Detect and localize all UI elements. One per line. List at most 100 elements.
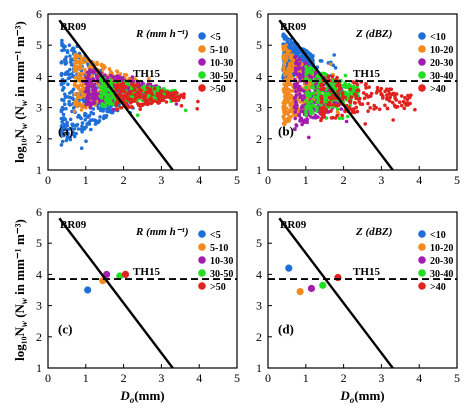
data-point: [59, 82, 64, 87]
data-point: [364, 86, 368, 90]
data-point: [297, 113, 301, 118]
data-point: [82, 127, 87, 131]
data-point: [103, 73, 107, 77]
data-point: [126, 96, 130, 100]
data-point: [362, 96, 367, 101]
data-point: [111, 75, 116, 79]
legend-label: >40: [430, 282, 446, 293]
data-point: [304, 81, 309, 85]
data-point: [304, 72, 308, 77]
data-point: [327, 95, 332, 100]
data-point: [322, 86, 326, 91]
data-point: [88, 69, 93, 74]
legend-label: 30-50: [210, 269, 233, 280]
data-point: [348, 87, 353, 91]
data-point: [60, 105, 65, 110]
data-point: [340, 91, 345, 95]
data-point: [79, 146, 84, 150]
legend-label: <10: [430, 230, 446, 241]
data-point: [281, 121, 286, 126]
x-tick-label: 5: [234, 371, 240, 385]
data-point: [308, 78, 312, 82]
legend-marker: [198, 230, 206, 238]
data-point: [140, 81, 145, 85]
data-point: [171, 92, 175, 97]
data-point: [395, 104, 400, 109]
data-point: [345, 85, 350, 90]
data-point: [289, 93, 294, 98]
data-point: [356, 97, 361, 101]
y-tick-label: 2: [256, 132, 262, 146]
data-point: [87, 100, 92, 105]
data-point: [94, 62, 99, 67]
data-point: [63, 57, 67, 62]
data-point: [78, 65, 83, 69]
br09-label: BR09: [60, 219, 87, 231]
data-point: [344, 119, 349, 124]
data-point: [353, 92, 357, 96]
data-point: [90, 101, 95, 106]
data-point: [86, 73, 91, 78]
data-point: [94, 74, 99, 78]
legend-label: 20-30: [430, 58, 453, 69]
y-tick-label: 2: [256, 330, 262, 344]
data-point: [281, 104, 286, 109]
data-point: [60, 41, 64, 45]
data-point: [308, 65, 312, 70]
data-point: [76, 75, 80, 79]
data-point: [298, 100, 303, 104]
th15-label: TH15: [133, 68, 160, 80]
data-point: [179, 104, 184, 108]
data-point: [391, 118, 396, 122]
x-tick-label: 4: [416, 371, 422, 385]
data-point: [60, 120, 64, 124]
data-point: [413, 107, 417, 112]
legend-marker: [198, 58, 206, 66]
x-tick-label: 3: [378, 371, 384, 385]
data-point: [80, 121, 85, 125]
data-point: [316, 98, 321, 103]
data-point: [288, 104, 293, 108]
x-tick-label: 5: [454, 371, 460, 385]
data-point: [68, 54, 72, 58]
data-point: [284, 91, 288, 95]
data-point: [68, 137, 73, 142]
data-point: [281, 101, 286, 105]
data-point: [111, 107, 115, 112]
data-point: [293, 110, 298, 114]
data-point: [293, 116, 298, 121]
data-point: [337, 116, 342, 121]
y-tick-label: 6: [36, 7, 42, 21]
data-point: [142, 85, 146, 89]
data-point: [300, 109, 305, 114]
data-point: [109, 73, 113, 78]
panel-label: (c): [58, 322, 72, 337]
legend-title: R (mm h⁻¹): [135, 28, 189, 40]
x-axis-title: Do(mm): [119, 388, 164, 405]
data-point: [65, 123, 70, 128]
data-point: [89, 92, 94, 97]
data-point: [303, 60, 308, 65]
data-point: [351, 84, 356, 89]
data-point: [130, 75, 135, 79]
data-point: [390, 100, 395, 105]
data-point: [85, 96, 89, 100]
data-point: [387, 91, 392, 96]
data-point: [93, 97, 97, 101]
data-point: [335, 84, 339, 88]
legend-title: Z (dBZ): [355, 226, 392, 238]
data-point: [383, 89, 387, 94]
data-point: [327, 74, 331, 78]
data-point: [159, 98, 164, 103]
data-point: [283, 73, 287, 78]
data-point: [81, 92, 85, 96]
data-point: [319, 97, 324, 101]
br09-label: BR09: [60, 21, 87, 33]
data-point: [87, 113, 92, 118]
data-point: [329, 116, 334, 120]
x-tick-label: 1: [83, 173, 89, 187]
data-point: [375, 85, 380, 90]
